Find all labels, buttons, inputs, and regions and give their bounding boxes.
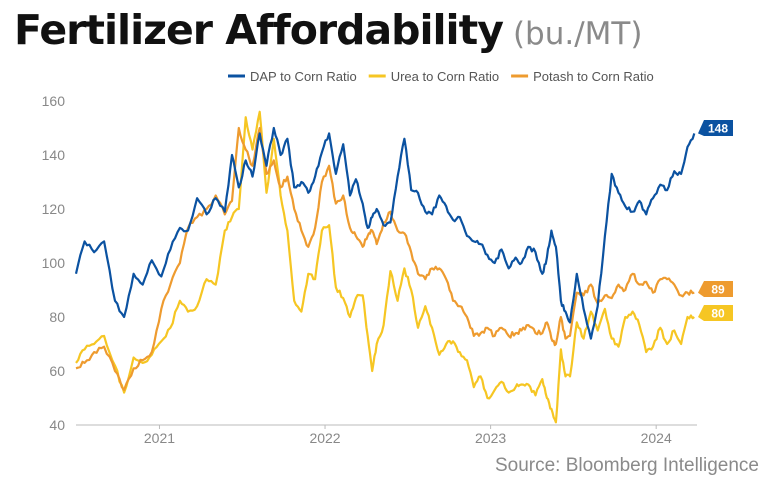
y-tick-label: 100 — [42, 255, 66, 271]
source-note: Source: Bloomberg Intelligence — [494, 455, 759, 476]
x-tick-label: 2024 — [641, 430, 672, 446]
legend-label-urea: Urea to Corn Ratio — [391, 69, 499, 84]
x-tick-label: 2022 — [309, 430, 340, 446]
end-label-value-dap: 148 — [708, 122, 728, 136]
title-row: Fertilizer Affordability (bu./MT) — [14, 6, 642, 54]
legend-label-potash: Potash to Corn Ratio — [533, 69, 654, 84]
end-label-tag-dap — [698, 120, 733, 136]
y-tick-label: 40 — [49, 417, 65, 433]
series-line-dap-to-corn-ratio — [74, 126, 696, 340]
end-label-value-urea: 80 — [711, 307, 725, 321]
y-tick-label: 60 — [49, 363, 65, 379]
end-label-value-potash: 89 — [711, 283, 725, 297]
legend: DAP to Corn Ratio Urea to Corn Ratio Potas… — [228, 69, 654, 84]
legend-label-dap: DAP to Corn Ratio — [250, 69, 357, 84]
y-tick-label: 80 — [49, 309, 65, 325]
x-tick-label: 2023 — [475, 430, 506, 446]
end-label-tag-potash — [698, 281, 733, 297]
y-tick-label: 140 — [42, 147, 66, 163]
plot-lines — [74, 110, 696, 424]
y-tick-label: 160 — [42, 93, 66, 109]
y-tick-label: 120 — [42, 201, 66, 217]
x-tick-label: 2021 — [144, 430, 175, 446]
x-axis: 2021 2022 2023 2024 — [76, 424, 697, 446]
chart-title: Fertilizer Affordability — [14, 6, 504, 54]
series-line-potash-to-corn-ratio — [75, 126, 695, 391]
end-label-tag-urea — [698, 305, 733, 321]
chart-subtitle: (bu./MT) — [512, 16, 643, 52]
end-labels: 148 80 89 — [698, 120, 733, 321]
y-axis: 40 60 80 100 120 140 160 — [42, 93, 66, 433]
